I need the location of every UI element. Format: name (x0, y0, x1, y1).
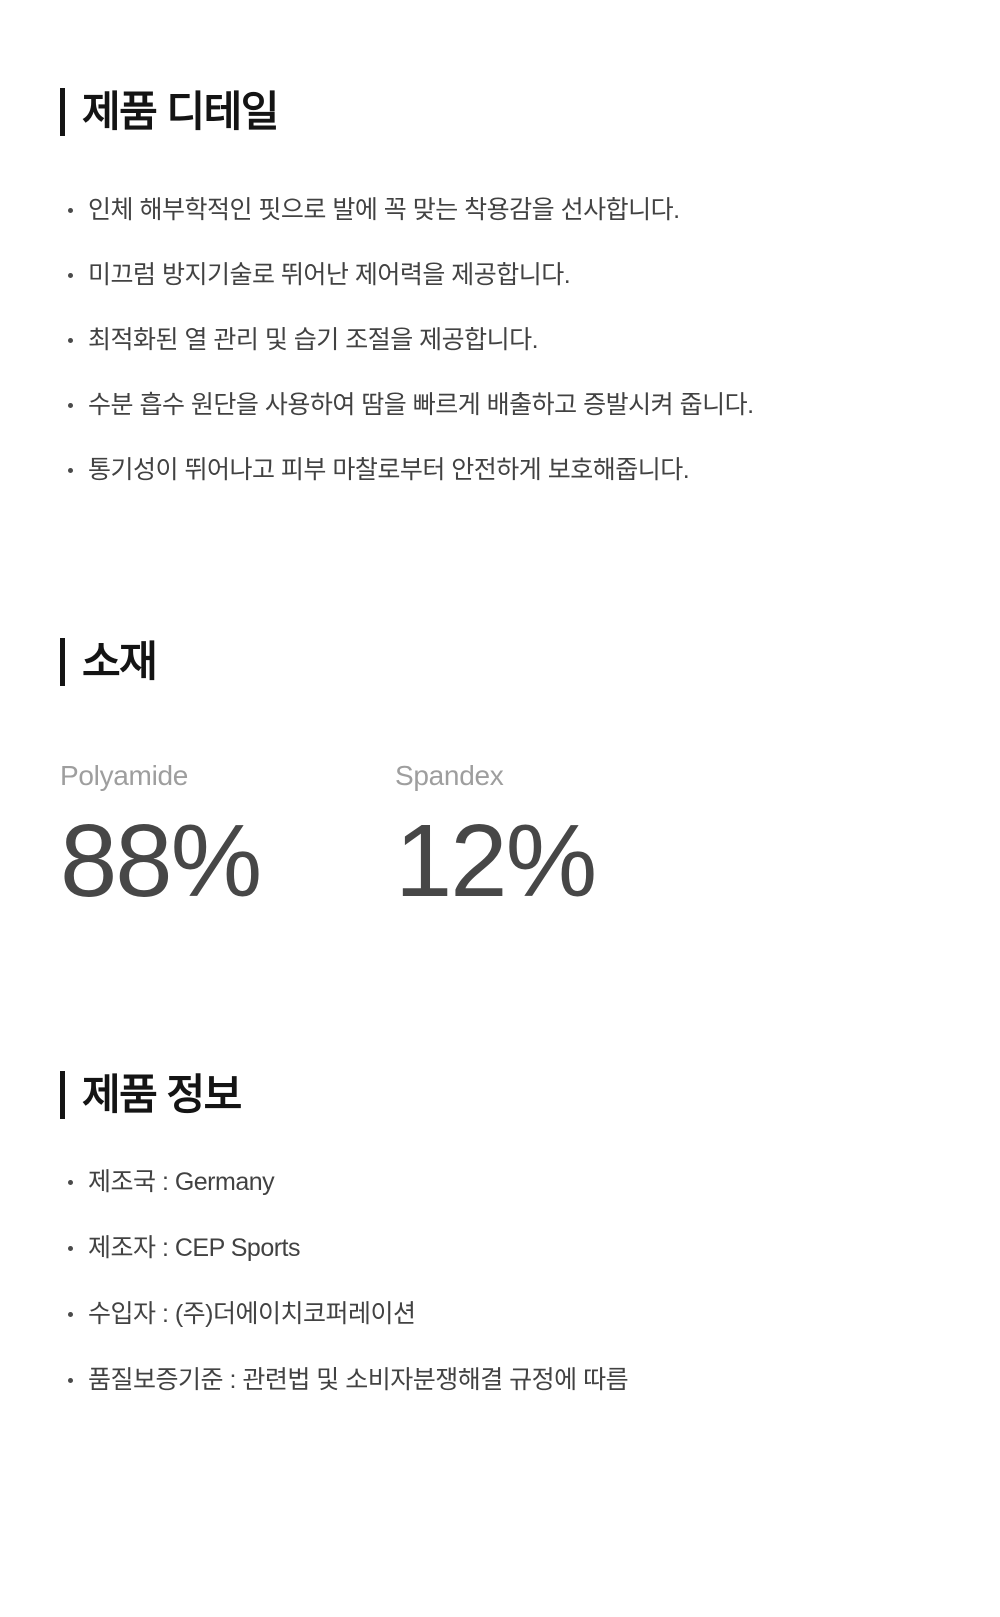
material-name: Spandex (395, 760, 504, 791)
section-title-product-info: 제품 정보 (60, 1071, 940, 1119)
detail-bullet-item: 수분 흡수 원단을 사용하여 땀을 빠르게 배출하고 증발시켜 줍니다. (60, 388, 940, 423)
material-name: Polyamide (60, 760, 189, 791)
section-title-product-detail: 제품 디테일 (60, 0, 940, 136)
material-item: Spandex 12% (395, 760, 730, 913)
product-info-list: 제조국 : Germany 제조자 : CEP Sports 수입자 : (주)… (60, 1165, 940, 1398)
material-item: Polyamide 88% (60, 760, 395, 913)
material-percentage: 12% (395, 803, 597, 918)
section-title-text: 소재 (82, 638, 158, 685)
info-bullet-item: 제조국 : Germany (60, 1165, 940, 1200)
title-accent-bar (60, 638, 65, 686)
material-percentage: 88% (60, 803, 262, 918)
section-title-text: 제품 정보 (82, 1071, 242, 1118)
detail-bullet-item: 미끄럼 방지기술로 뛰어난 제어력을 제공합니다. (60, 258, 940, 293)
detail-bullet-item: 통기성이 뛰어나고 피부 마찰로부터 안전하게 보호해줍니다. (60, 453, 940, 488)
title-accent-bar (60, 1071, 65, 1119)
product-detail-list: 인체 해부학적인 핏으로 발에 꼭 맞는 착용감을 선사합니다. 미끄럼 방지기… (60, 193, 940, 488)
material-composition-row: Polyamide 88% Spandex 12% (60, 760, 940, 913)
info-bullet-item: 품질보증기준 : 관련법 및 소비자분쟁해결 규정에 따름 (60, 1363, 940, 1398)
detail-bullet-item: 인체 해부학적인 핏으로 발에 꼭 맞는 착용감을 선사합니다. (60, 193, 940, 228)
detail-bullet-item: 최적화된 열 관리 및 습기 조절을 제공합니다. (60, 323, 940, 358)
section-title-material: 소재 (60, 638, 940, 686)
section-title-text: 제품 디테일 (82, 88, 279, 135)
title-accent-bar (60, 88, 65, 136)
info-bullet-item: 제조자 : CEP Sports (60, 1231, 940, 1266)
info-bullet-item: 수입자 : (주)더에이치코퍼레이션 (60, 1297, 940, 1332)
